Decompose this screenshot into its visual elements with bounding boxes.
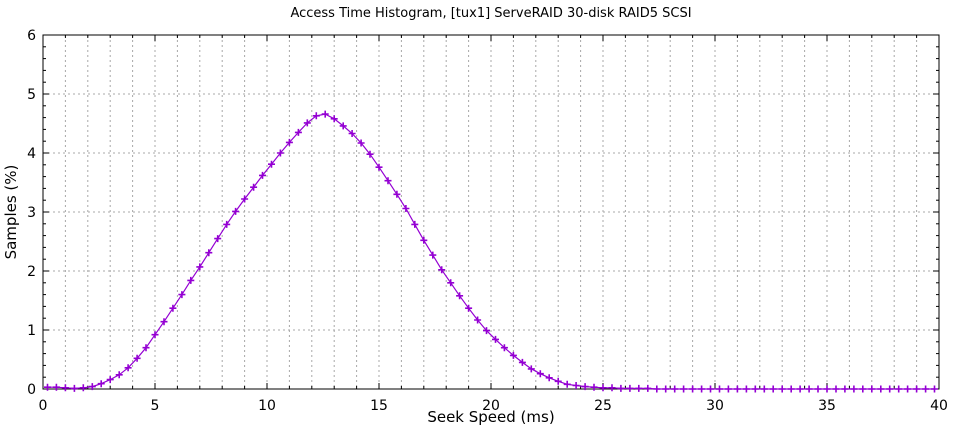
data-curve: [47, 113, 935, 390]
chart-title: Access Time Histogram, [tux1] ServeRAID …: [290, 6, 692, 21]
y-tick-label: 4: [27, 146, 36, 162]
x-tick-label: 35: [818, 398, 836, 414]
y-axis-label: Samples (%): [2, 164, 20, 260]
x-tick-label: 0: [39, 398, 48, 414]
y-tick-label: 0: [27, 382, 36, 398]
y-tick-label: 2: [27, 264, 36, 280]
y-tick-label: 1: [27, 323, 36, 339]
x-tick-label: 30: [706, 398, 724, 414]
x-axis-label: Seek Speed (ms): [427, 408, 555, 426]
x-tick-label: 10: [258, 398, 276, 414]
x-tick-label: 25: [594, 398, 612, 414]
y-tick-label: 6: [27, 28, 36, 44]
x-tick-label: 40: [930, 398, 948, 414]
x-tick-label: 20: [482, 398, 500, 414]
y-tick-label: 5: [27, 87, 36, 103]
data-point-markers: [44, 110, 938, 393]
x-tick-label: 5: [151, 398, 160, 414]
x-tick-label: 15: [370, 398, 388, 414]
y-tick-label: 3: [27, 205, 36, 221]
